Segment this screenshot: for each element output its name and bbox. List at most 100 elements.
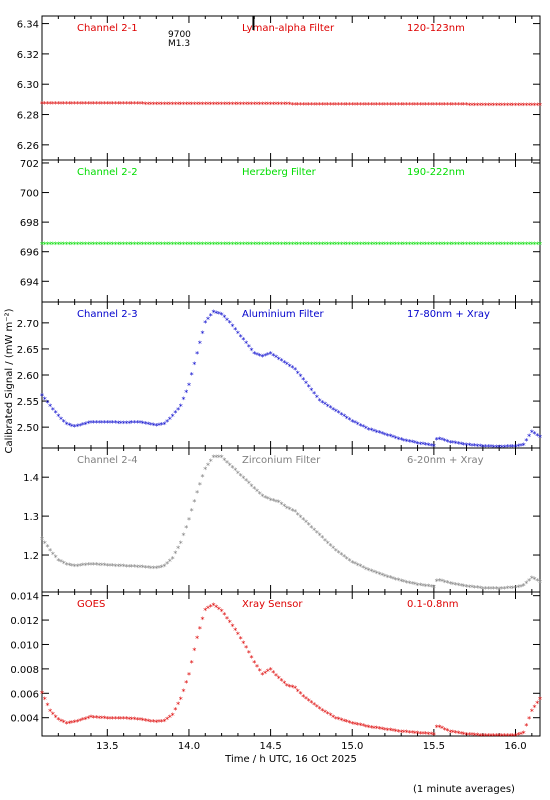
data-point: *: [198, 240, 202, 249]
data-point: *: [184, 524, 188, 533]
data-point: *: [416, 730, 420, 739]
data-point: *: [391, 727, 395, 736]
data-point: *: [192, 240, 196, 249]
data-point: *: [86, 561, 90, 570]
data-point: *: [533, 430, 537, 439]
panel-channel-label: Channel 2-1: [77, 23, 138, 34]
data-point: *: [407, 101, 411, 110]
data-point: *: [402, 101, 406, 110]
data-point: *: [285, 240, 289, 249]
data-point: *: [269, 666, 273, 675]
data-point: *: [282, 502, 286, 511]
data-point: *: [97, 240, 101, 249]
data-point: *: [225, 101, 229, 110]
data-point: *: [473, 101, 477, 110]
data-point: *: [500, 732, 504, 741]
data-point: *: [152, 240, 156, 249]
data-point: *: [323, 537, 327, 546]
data-point: *: [48, 100, 52, 109]
data-point: *: [348, 557, 352, 566]
data-point: *: [527, 433, 531, 442]
data-point: *: [399, 101, 403, 110]
data-point: *: [105, 100, 109, 109]
data-point: *: [171, 555, 175, 564]
data-point: *: [367, 240, 371, 249]
data-point: *: [361, 101, 365, 110]
data-point: *: [119, 100, 123, 109]
data-point: *: [380, 430, 384, 439]
data-point: *: [358, 422, 362, 431]
data-point: *: [124, 100, 128, 109]
data-point: *: [75, 240, 79, 249]
data-point: *: [70, 240, 74, 249]
data-point: *: [288, 683, 292, 692]
data-point: *: [100, 240, 104, 249]
y-tick-label: 0.010: [10, 640, 39, 651]
data-point: *: [348, 416, 352, 425]
data-point: *: [331, 101, 335, 110]
data-point: *: [388, 101, 392, 110]
data-point: *: [252, 240, 256, 249]
data-point: *: [413, 101, 417, 110]
data-point: *: [323, 101, 327, 110]
data-point: *: [353, 240, 357, 249]
data-point: *: [508, 240, 512, 249]
data-point: *: [500, 240, 504, 249]
data-point: *: [307, 101, 311, 110]
data-point: *: [64, 421, 68, 430]
data-point: *: [533, 101, 537, 110]
data-point: *: [383, 240, 387, 249]
data-point: *: [494, 732, 498, 741]
data-point: *: [334, 547, 338, 556]
data-point: *: [478, 101, 482, 110]
y-tick-label: 2.70: [17, 319, 39, 330]
data-point: *: [143, 420, 147, 429]
data-point: *: [299, 240, 303, 249]
data-point: *: [187, 381, 191, 390]
data-point: *: [89, 714, 93, 723]
data-point: *: [233, 467, 237, 476]
data-point: *: [367, 723, 371, 732]
data-point: *: [437, 435, 441, 444]
data-point: *: [157, 564, 161, 573]
data-point: *: [89, 100, 93, 109]
data-point: *: [250, 654, 254, 663]
data-point: *: [73, 100, 77, 109]
data-point: *: [320, 399, 324, 408]
data-point: *: [209, 240, 213, 249]
data-point: *: [214, 454, 218, 463]
data-point: *: [203, 465, 207, 474]
data-point: *: [160, 563, 164, 572]
data-point: *: [135, 716, 139, 725]
data-point: *: [133, 419, 137, 428]
data-point: *: [364, 101, 368, 110]
data-point: *: [258, 240, 262, 249]
data-point: *: [519, 240, 523, 249]
x-axis-label: Time / h UTC, 16 Oct 2025: [224, 754, 357, 765]
panel-channel-label: Channel 2-2: [77, 167, 138, 178]
data-point: *: [307, 383, 311, 392]
data-point: *: [282, 101, 286, 110]
data-point: *: [424, 582, 428, 591]
chart-panels: 6.26 6.28 6.30 6.32 6.34 Channel 2-1 Lyman-alp…: [10, 15, 542, 752]
data-point: *: [514, 240, 518, 249]
data-point: *: [315, 101, 319, 110]
data-point: *: [503, 240, 507, 249]
data-point: *: [282, 680, 286, 689]
data-point: *: [454, 101, 458, 110]
data-point: *: [375, 101, 379, 110]
data-point: *: [70, 562, 74, 571]
data-point: *: [43, 539, 47, 548]
data-point: *: [508, 584, 512, 593]
data-point: *: [456, 101, 460, 110]
data-point: *: [475, 584, 479, 593]
data-point: *: [86, 715, 90, 724]
data-point: *: [263, 240, 267, 249]
data-point: *: [429, 731, 433, 740]
data-point: *: [418, 440, 422, 449]
data-point: *: [187, 240, 191, 249]
data-point: *: [73, 563, 77, 572]
panel-filter-label: Xray Sensor: [242, 599, 303, 610]
data-point: *: [462, 730, 466, 739]
data-point: *: [56, 413, 60, 422]
